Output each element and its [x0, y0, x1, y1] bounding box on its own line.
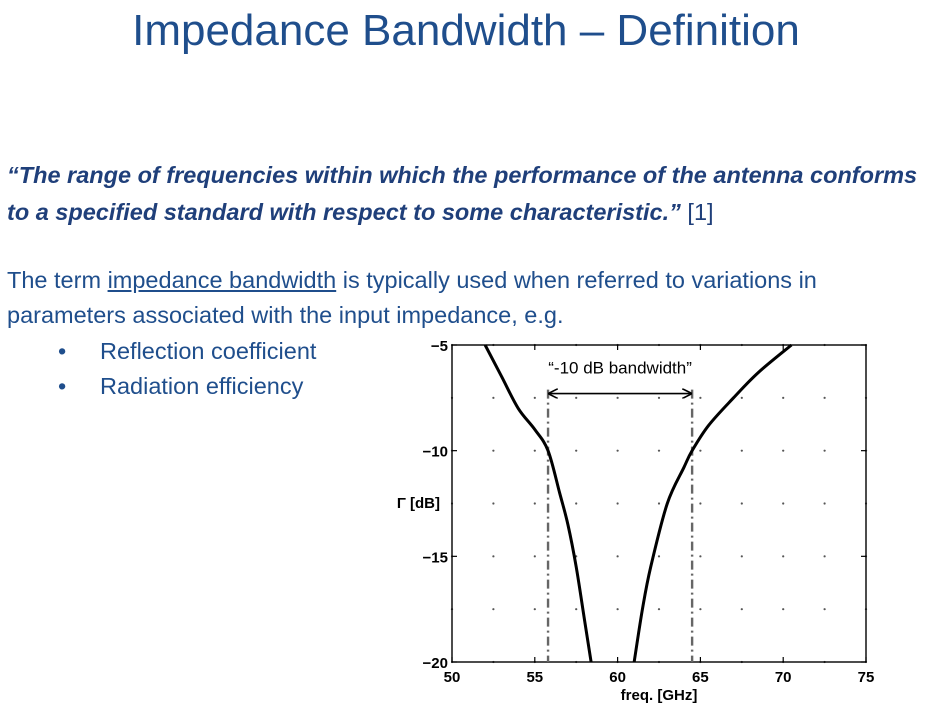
grid-dot [657, 396, 661, 399]
grid-dot [657, 449, 661, 452]
grid-dot [616, 449, 619, 452]
bandwidth-markers [546, 389, 694, 662]
plot-frame [451, 344, 867, 663]
grid-dot [533, 555, 536, 558]
bullet-dot-icon: • [58, 338, 67, 364]
grid-dot [699, 555, 702, 558]
intro-term: impedance bandwidth [107, 267, 337, 293]
reflection-curve [632, 343, 793, 663]
grid-dot [699, 502, 702, 505]
grid-dot [740, 449, 743, 452]
grid-dot [782, 608, 785, 611]
grid-dot [533, 396, 536, 399]
grid-dots [450, 343, 868, 664]
grid-dot [616, 608, 619, 611]
grid-dot [740, 555, 743, 558]
data-series [483, 343, 793, 663]
grid-dot [823, 502, 826, 505]
x-axis-label: freq. [GHz] [621, 687, 698, 704]
grid-dot [782, 502, 785, 505]
grid-dot [575, 502, 578, 505]
grid-dot [492, 555, 495, 558]
grid-dot [657, 555, 661, 558]
x-tick-label: 50 [444, 669, 461, 686]
axis-ticks: 50 55 60 65 70 75 −5 −10 −15 −20 [423, 338, 875, 686]
intro-suffix: is typically used when referred to varia… [7, 267, 817, 328]
x-tick-label: 60 [609, 669, 626, 686]
grid-dot [823, 608, 826, 611]
definition-quote: “The range of frequencies within which t… [7, 157, 927, 231]
slide-title: Impedance Bandwidth – Definition [132, 6, 800, 55]
x-tick-label: 75 [858, 669, 875, 686]
grid-dot [782, 555, 785, 558]
grid-dot [823, 396, 826, 399]
grid-dot [823, 555, 826, 558]
intro-paragraph: The term impedance bandwidth is typicall… [7, 263, 927, 333]
y-tick-label: −10 [423, 444, 448, 461]
intro-prefix: The term [7, 267, 108, 293]
grid-dot [782, 449, 785, 452]
y-tick-label: −5 [431, 338, 448, 355]
x-tick-label: 70 [775, 669, 792, 686]
bullet-label: Reflection coefficient [100, 338, 317, 364]
bullet-list: • Reflection coefficient • Radiation effic… [58, 334, 316, 404]
bullet-item: • Radiation efficiency [58, 369, 316, 404]
bandwidth-label: “-10 dB bandwidth” [548, 359, 692, 378]
grid-dot [492, 608, 495, 611]
grid-dot [533, 502, 536, 505]
grid-dot [657, 608, 661, 611]
grid-dot [699, 396, 702, 399]
y-tick-label: −15 [423, 549, 448, 566]
grid-dot [492, 449, 495, 452]
grid-dot [616, 555, 619, 558]
y-tick-label: −20 [423, 655, 448, 672]
grid-dot [699, 449, 702, 452]
y-axis-label: Γ [dB] [397, 495, 440, 512]
grid-dot [740, 502, 743, 505]
grid-dot [699, 608, 702, 611]
bullet-item: • Reflection coefficient [58, 334, 316, 369]
grid-dot [492, 502, 495, 505]
bullet-label: Radiation efficiency [100, 373, 304, 399]
grid-dot [740, 608, 743, 611]
bullet-dot-icon: • [58, 373, 67, 399]
grid-dot [533, 449, 536, 452]
grid-dot [616, 396, 619, 399]
grid-dot [657, 502, 661, 505]
grid-dot [823, 449, 826, 452]
x-tick-label: 65 [692, 669, 709, 686]
bandwidth-annotation: “-10 dB bandwidth” [548, 359, 692, 394]
grid-dot [533, 608, 536, 611]
grid-dot [575, 449, 578, 452]
quote-reference: [1] [687, 199, 714, 225]
grid-dot [575, 608, 578, 611]
grid-dot [575, 396, 578, 399]
x-tick-label: 55 [526, 669, 543, 686]
quote-text: “The range of frequencies within which t… [7, 162, 918, 225]
grid-dot [782, 396, 785, 399]
reflection-curve [483, 344, 593, 663]
grid-dot [492, 396, 495, 399]
grid-dot [616, 502, 619, 505]
grid-dot [740, 396, 743, 399]
